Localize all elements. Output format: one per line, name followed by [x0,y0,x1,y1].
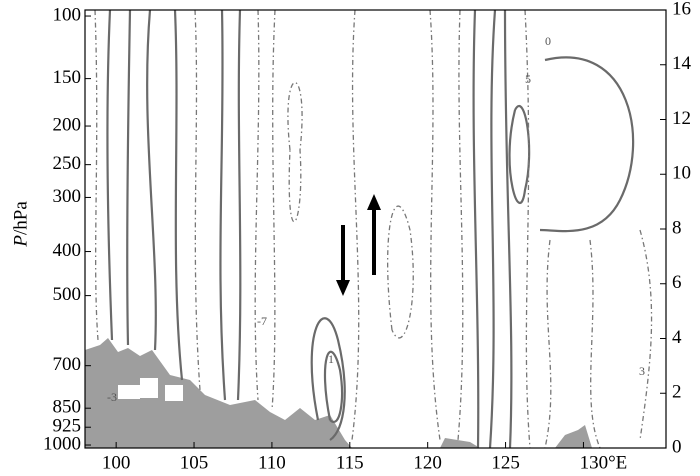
x-tick-label: 125 [491,452,520,473]
y-tick-label: 100 [53,4,82,25]
y2-tick-label: 10 [672,163,691,184]
y2-tick-label: 16 [672,0,691,19]
terrain [85,338,592,448]
contour-label: 1 [328,352,334,366]
y2-tick-label: 8 [672,217,682,238]
contour-label: 3 [639,364,645,378]
y-tick-label: 1000 [43,433,81,454]
y2-tick-label: 2 [672,382,682,403]
y2-tick-label: 6 [672,272,682,293]
y2-tick-label: 4 [672,327,682,348]
x-tick-label: 100 [102,452,131,473]
plot-drawing [85,9,653,449]
y-tick-label: 925 [53,416,82,437]
y2-tick-label: 0 [672,436,682,457]
y2-tick-label: 12 [672,108,691,129]
y-tick-label: 500 [53,284,82,305]
y-tick-label: 700 [53,354,82,375]
x-tick-label: 110 [258,452,286,473]
y-label-unit: /hPa [10,201,31,235]
y-tick-label: 300 [53,186,82,207]
contour-label: -3 [107,390,117,404]
y-label-symbol: P [10,235,31,248]
y-tick-label: 400 [53,240,82,261]
y-tick-label: 850 [53,397,82,418]
contour-label: -7 [257,314,267,328]
y-tick-label: 200 [53,114,82,135]
y2-tick-label: 14 [672,53,692,74]
x-tick-label: 130°E [580,452,628,473]
x-tick-label: 105 [180,452,209,473]
y-tick-label: 150 [53,67,82,88]
contour-label: 5 [525,72,531,86]
x-tick-label: 120 [413,452,442,473]
contour-label: 0 [545,34,551,48]
x-tick-label: 115 [336,452,364,473]
y-tick-label: 250 [53,153,82,174]
